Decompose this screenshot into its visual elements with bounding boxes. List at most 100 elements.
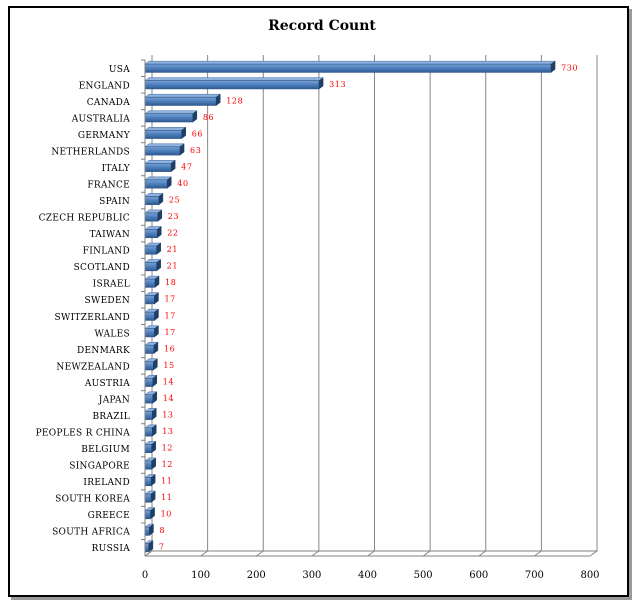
bar-end-face: [151, 407, 157, 421]
bar: [144, 460, 152, 470]
bar-end-face: [150, 507, 155, 520]
data-label: 86: [203, 113, 214, 122]
bar: [144, 129, 183, 139]
x-tick-label: 400: [358, 570, 377, 581]
bar-end-face: [150, 490, 156, 503]
category-label: SOUTH KOREA: [55, 495, 130, 505]
bar: [144, 262, 157, 272]
gridline: [255, 55, 264, 557]
data-label: 17: [164, 295, 175, 304]
data-label: 313: [329, 80, 346, 89]
x-tick-label: 500: [414, 570, 433, 581]
bar: [144, 311, 155, 321]
category-label: USA: [109, 65, 130, 75]
bar: [144, 229, 158, 239]
chart-title: Record Count: [268, 18, 376, 34]
x-tick-label: 700: [525, 570, 544, 581]
bar-top-face: [144, 110, 198, 114]
plot-area: 0 100 200 300 400 500 600 700 800 USA 730 ENGLAND 31…: [36, 55, 600, 581]
category-label: FINLAND: [83, 247, 130, 257]
bar-end-face: [154, 325, 159, 338]
data-label: 11: [161, 493, 172, 502]
bar-end-face: [148, 540, 154, 553]
category-label: SWEDEN: [85, 296, 130, 306]
bar: [144, 543, 150, 553]
bar: [144, 377, 154, 387]
bar: [144, 212, 159, 222]
gridline: [200, 55, 209, 557]
x-tick-label: 600: [469, 570, 488, 581]
bar-end-face: [215, 93, 221, 106]
x-tick-label: 800: [580, 570, 599, 581]
category-label: DENMARK: [77, 346, 130, 356]
bar: [144, 63, 552, 73]
bar-top-face: [144, 93, 221, 98]
category-label: TAIWAN: [89, 230, 130, 240]
data-label: 18: [165, 278, 176, 287]
bar-end-face: [151, 424, 157, 437]
bar-end-face: [149, 523, 154, 536]
data-label: 25: [169, 196, 180, 205]
category-label: IRELAND: [83, 478, 130, 488]
bar: [144, 179, 168, 189]
category-label: RUSSIA: [92, 544, 131, 554]
bar: [144, 411, 153, 420]
data-label: 22: [167, 229, 178, 238]
data-label: 66: [192, 129, 203, 138]
bar: [144, 80, 320, 90]
x-tick-label: 100: [191, 570, 210, 581]
x-tick-label: 300: [302, 570, 321, 581]
gridline: [422, 55, 431, 557]
bar-top-face: [144, 127, 187, 131]
bar-end-face: [153, 358, 158, 371]
category-label: SOUTH AFRICA: [52, 528, 130, 538]
data-label: 23: [168, 212, 179, 221]
bar-end-face: [153, 341, 159, 354]
bar-top-face: [144, 60, 556, 65]
category-label: ISRAEL: [93, 280, 130, 290]
category-label: NEWZEALAND: [56, 362, 130, 372]
bar-top-face: [144, 143, 185, 148]
category-label: CZECH REPUBLIC: [39, 214, 130, 224]
data-label: 13: [162, 427, 173, 436]
data-label: 12: [162, 460, 173, 469]
data-label: 13: [162, 410, 173, 419]
data-label: 63: [190, 146, 201, 155]
bar-top-face: [144, 176, 172, 181]
data-label: 21: [167, 245, 178, 254]
bar: [144, 361, 154, 371]
gridline: [311, 55, 320, 557]
data-label: 11: [161, 477, 172, 486]
category-label: FRANCE: [87, 181, 130, 191]
category-label: BELGIUM: [81, 445, 130, 455]
category-label: AUSTRIA: [84, 379, 130, 389]
category-label: CANADA: [87, 98, 130, 108]
data-label: 17: [164, 328, 175, 337]
bar-end-face: [154, 292, 159, 305]
gridline: [534, 55, 542, 557]
bar: [144, 394, 154, 404]
data-label: 128: [226, 96, 243, 105]
bar-end-face: [156, 225, 162, 239]
gridline: [478, 55, 487, 557]
category-label: GREECE: [88, 511, 130, 521]
category-label: AUSTRALIA: [71, 114, 130, 124]
category-label: WALES: [94, 329, 130, 339]
bar-end-face: [156, 242, 161, 255]
data-label: 7: [159, 543, 165, 552]
bar-end-face: [150, 473, 156, 487]
bar: [144, 526, 150, 536]
category-label: ENGLAND: [79, 81, 130, 91]
gridline: [367, 55, 375, 557]
bar-top-face: [144, 77, 324, 81]
data-label: 12: [162, 444, 173, 453]
data-label: 21: [167, 262, 178, 271]
bar: [144, 113, 194, 123]
bar: [144, 427, 153, 437]
data-label: 14: [163, 394, 174, 403]
data-label: 10: [161, 510, 172, 519]
bar: [144, 344, 155, 354]
data-label: 47: [181, 162, 192, 171]
bar-end-face: [170, 159, 176, 173]
category-label: GERMANY: [78, 131, 131, 141]
